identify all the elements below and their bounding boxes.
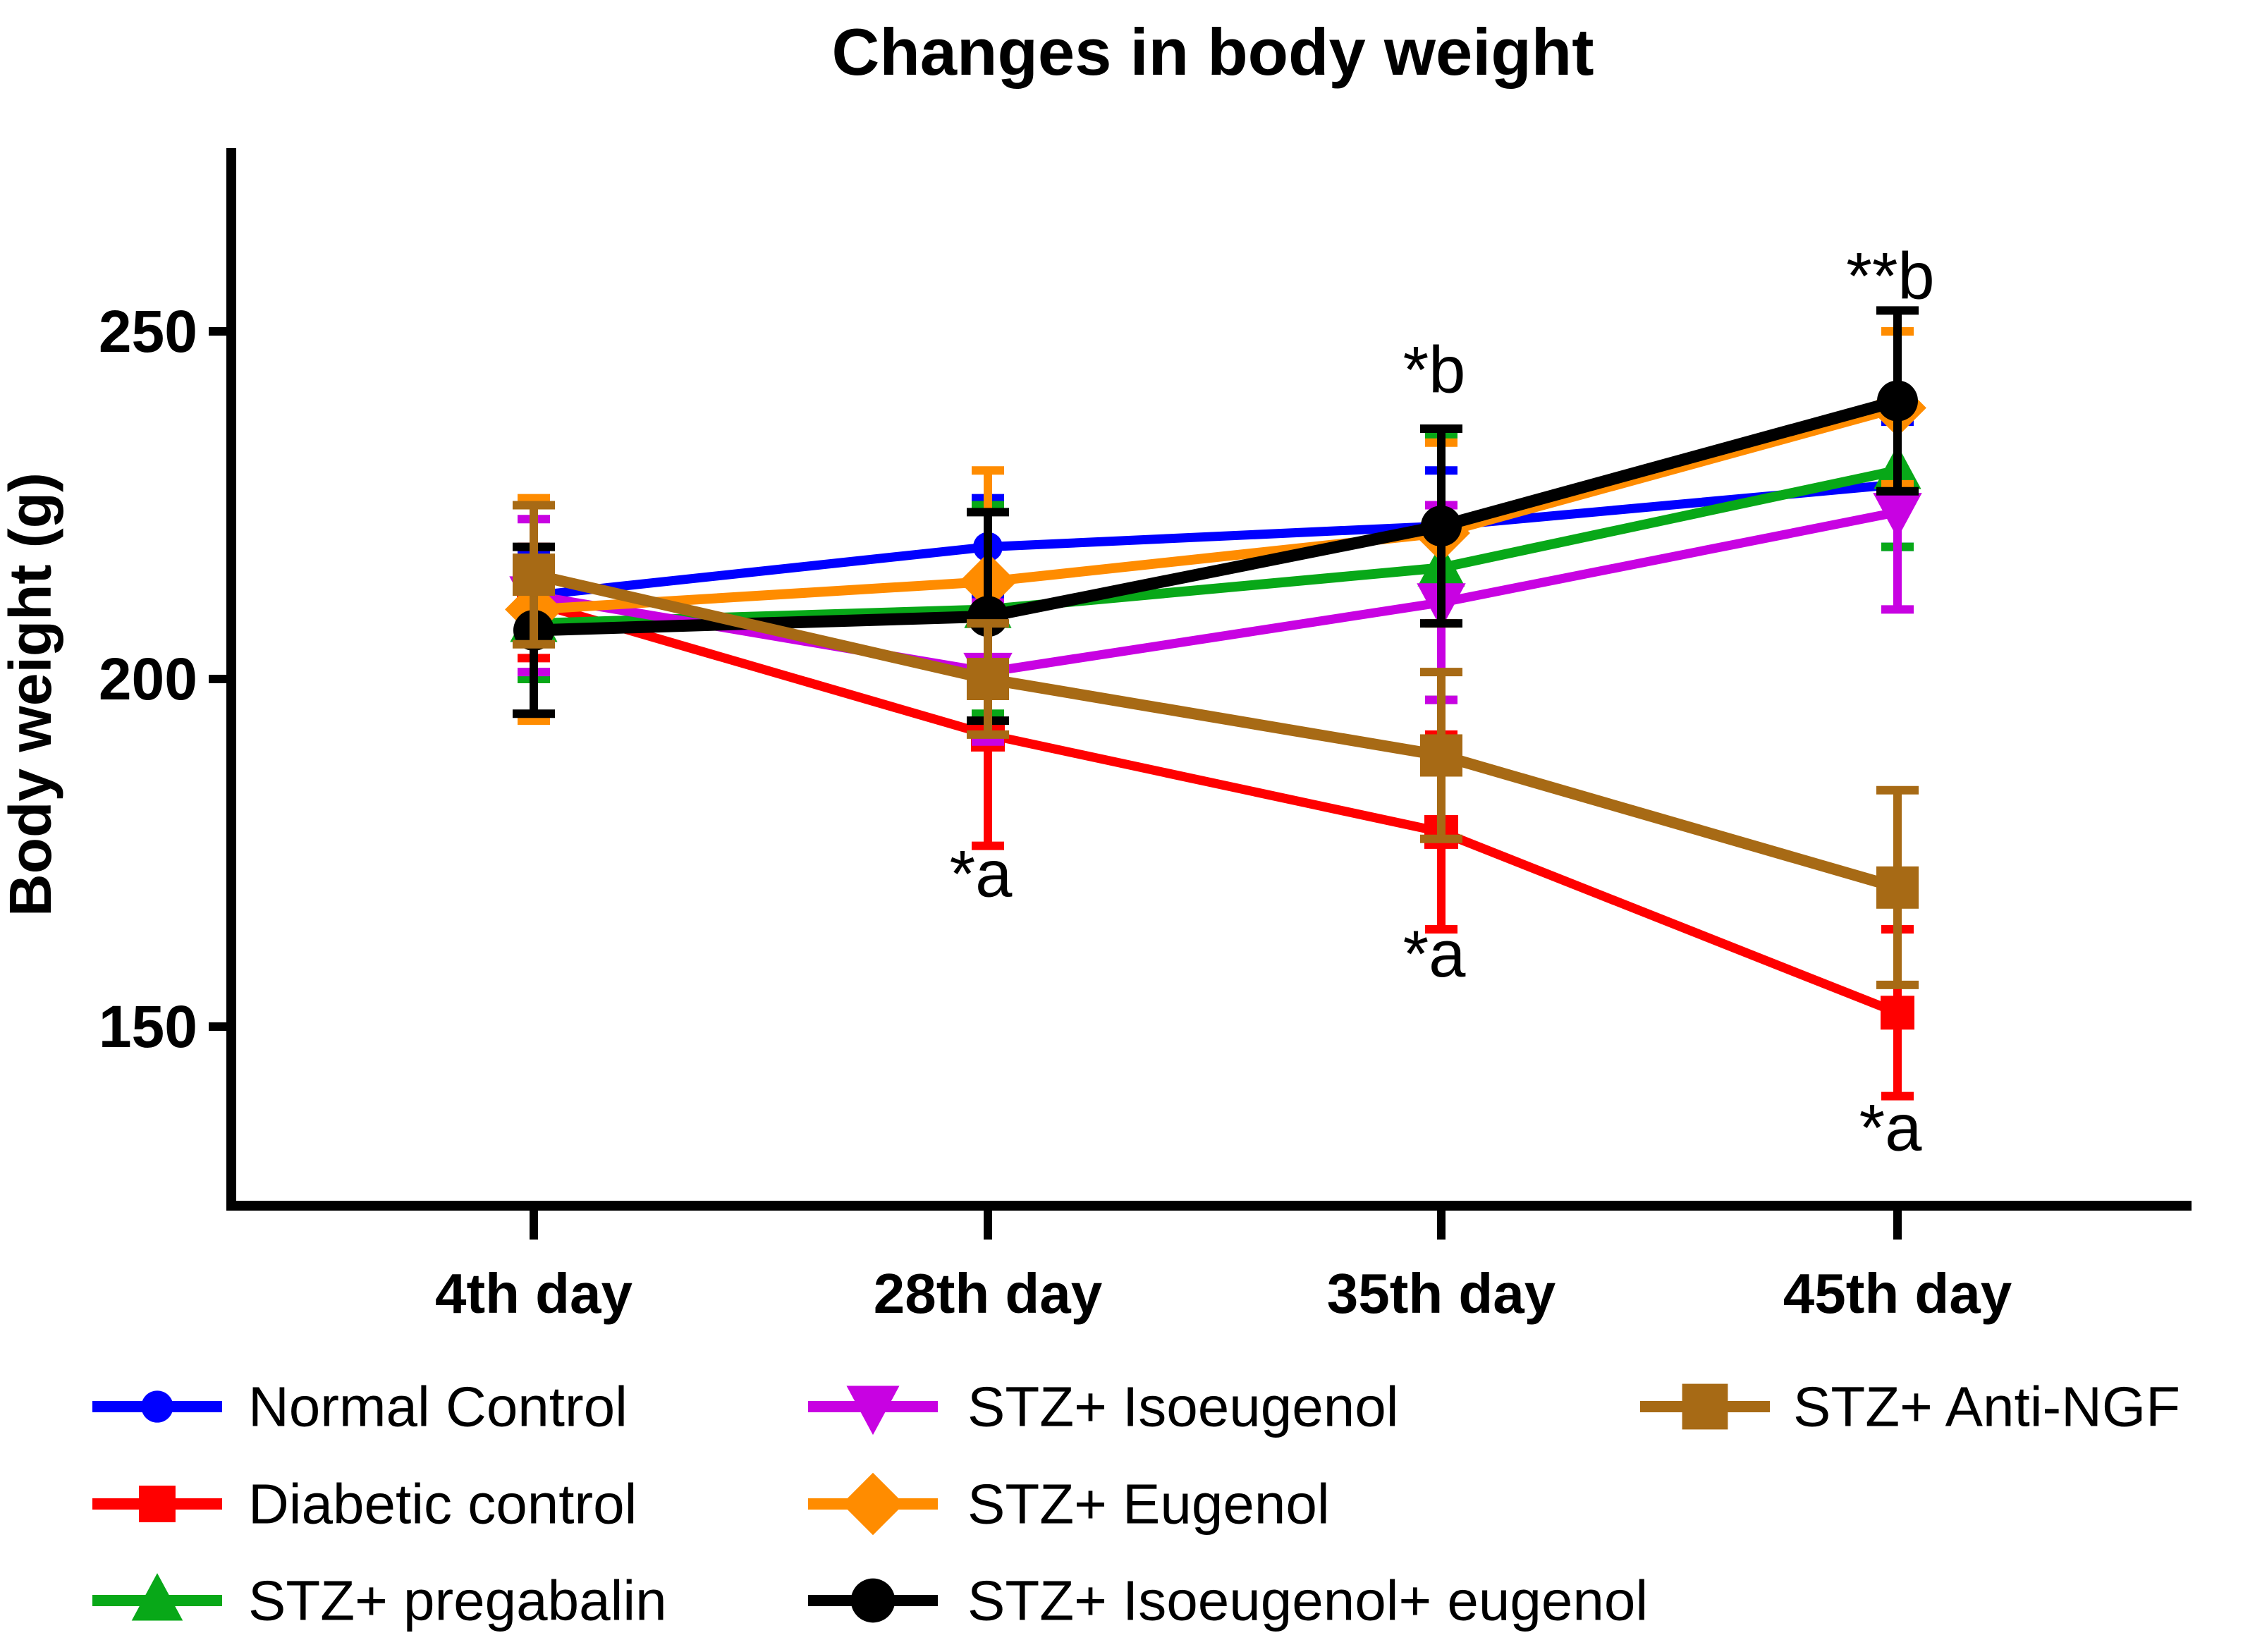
legend-label: STZ+ Anti-NGF — [1793, 1376, 2180, 1438]
legend-label: STZ+ Isoeugenol — [967, 1376, 1398, 1438]
square-marker — [1682, 1383, 1728, 1430]
triangle-down-marker — [846, 1385, 900, 1436]
square-marker — [967, 658, 1009, 700]
legend-item-diabetic-control: Diabetic control — [92, 1473, 637, 1536]
significance-annotation: *a — [1403, 917, 1467, 991]
square-marker — [139, 1486, 176, 1522]
x-tick-label: 4th day — [435, 1262, 633, 1325]
series-line — [532, 507, 1899, 677]
series-line — [533, 465, 1899, 629]
axis-ticks: 250 200 150 4th day 28th day 35th day 45th day — [99, 298, 2012, 1325]
legend-label: Normal Control — [248, 1376, 628, 1438]
square-marker — [1881, 996, 1914, 1030]
legend-item-normal-control: Normal Control — [92, 1376, 628, 1438]
legend-item-stz-anti-ngf: STZ+ Anti-NGF — [1640, 1376, 2180, 1438]
significance-annotation: *a — [950, 837, 1013, 911]
series-line — [532, 569, 1900, 893]
legend-label: Diabetic control — [248, 1473, 637, 1536]
series-line — [532, 598, 1900, 1017]
square-marker — [1876, 866, 1919, 909]
legend-item-stz-eugenol: STZ+ Eugenol — [808, 1473, 1330, 1536]
series-stz-eugenol — [505, 327, 1926, 726]
significance-annotation: **b — [1846, 239, 1934, 313]
annotations: *a *b *a **b *a — [950, 239, 1935, 1165]
significance-annotation: *a — [1859, 1090, 1923, 1164]
circle-marker — [141, 1390, 173, 1423]
x-tick-label: 35th day — [1327, 1262, 1556, 1325]
legend-label: STZ+ Isoeugenol+ eugenol — [967, 1570, 1648, 1632]
legend-item-stz-isoeugenol-eugenol: STZ+ Isoeugenol+ eugenol — [808, 1570, 1648, 1632]
y-axis-title: Body weight (g) — [0, 472, 63, 917]
series-stz-anti-ngf — [513, 501, 1919, 989]
legend-label: STZ+ Eugenol — [967, 1473, 1330, 1536]
x-tick-label: 45th day — [1783, 1262, 2012, 1325]
square-marker — [513, 553, 555, 596]
legend-item-stz-pregabalin: STZ+ pregabalin — [92, 1570, 667, 1632]
triangle-up-marker — [131, 1573, 183, 1621]
series-line — [533, 479, 1898, 601]
square-marker — [1420, 734, 1462, 777]
legend-label: STZ+ pregabalin — [248, 1570, 667, 1632]
triangle-down-marker — [1873, 493, 1922, 539]
diamond-marker — [841, 1472, 905, 1536]
y-tick-label: 250 — [99, 298, 197, 365]
circle-marker — [1877, 380, 1918, 422]
plot-area — [505, 306, 1926, 1101]
legend: Normal Control Diabetic control STZ+ prega… — [92, 1376, 2180, 1632]
y-tick-label: 150 — [99, 993, 197, 1060]
x-tick-label: 28th day — [874, 1262, 1103, 1325]
legend-item-stz-isoeugenol: STZ+ Isoeugenol — [808, 1376, 1398, 1438]
series-line — [533, 403, 1899, 615]
circle-marker — [850, 1578, 896, 1623]
chart-title: Changes in body weight — [831, 15, 1594, 89]
circle-marker — [1421, 506, 1462, 547]
y-tick-label: 200 — [99, 646, 197, 712]
significance-annotation: *b — [1403, 333, 1466, 407]
